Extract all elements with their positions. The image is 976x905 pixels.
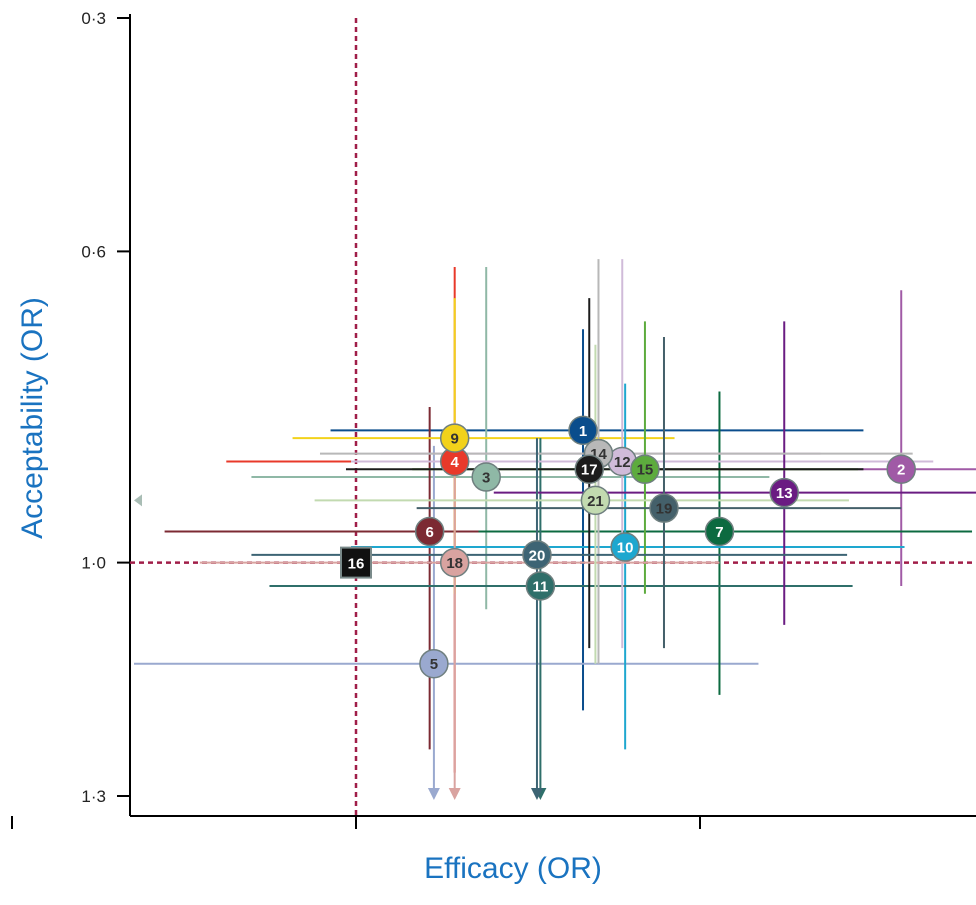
- point-label: 4: [451, 454, 460, 471]
- point-marker: [439, 423, 470, 453]
- point-label: 21: [587, 493, 604, 510]
- point-marker: [525, 571, 556, 601]
- x-axis-ticks: [11, 816, 701, 829]
- point-marker: [439, 547, 470, 578]
- y-axis-ticks: 0·3 0·6 1·0 1·3: [81, 9, 130, 806]
- data-points: 12345678910111213141517181920212216: [340, 415, 916, 679]
- point-label: 9: [451, 431, 459, 448]
- y-tick-label: 1·0: [81, 554, 106, 573]
- x-axis-title: Efficacy (OR): [424, 852, 602, 885]
- error-bar-arrow: [134, 494, 142, 507]
- point-marker: [574, 454, 605, 484]
- point-label: 15: [637, 462, 654, 479]
- point-label: 3: [482, 470, 490, 487]
- point-marker: [704, 516, 735, 547]
- point-label: 17: [581, 462, 598, 479]
- point-label: 12: [614, 454, 631, 471]
- point-label: 5: [430, 656, 438, 673]
- point-marker: [649, 493, 679, 523]
- y-axis-title: Acceptability (OR): [16, 297, 49, 539]
- point-label: 2: [897, 462, 905, 479]
- point-label: 11: [532, 578, 548, 595]
- point-label: 7: [715, 524, 723, 541]
- point-marker: [414, 516, 445, 547]
- point-marker: [522, 540, 552, 570]
- error-bar-arrow: [530, 788, 543, 800]
- point-label: 10: [617, 540, 634, 557]
- error-bar-arrow: [427, 788, 440, 800]
- point-marker: [340, 546, 372, 579]
- point-marker: [886, 454, 916, 484]
- point-label: 13: [776, 485, 793, 502]
- error-bar-arrow: [448, 788, 461, 800]
- y-tick-label: 0·6: [81, 242, 106, 261]
- point-label: 16: [348, 556, 365, 573]
- point-marker: [568, 415, 598, 446]
- reference-lines: [130, 18, 976, 816]
- point-label: 1: [579, 423, 587, 440]
- y-tick-label: 0·3: [81, 9, 106, 28]
- point-label: 19: [656, 501, 673, 518]
- error-bars: [134, 259, 976, 800]
- point-label: 20: [529, 547, 546, 564]
- point-marker: [471, 462, 501, 492]
- point-label: 6: [425, 524, 433, 541]
- point-marker: [610, 532, 640, 562]
- point-marker: [419, 648, 449, 679]
- point-marker: [580, 485, 611, 516]
- y-tick-label: 1·3: [81, 787, 106, 806]
- point-marker: [769, 477, 799, 508]
- point-marker: [630, 454, 660, 484]
- point-label: 18: [446, 555, 463, 572]
